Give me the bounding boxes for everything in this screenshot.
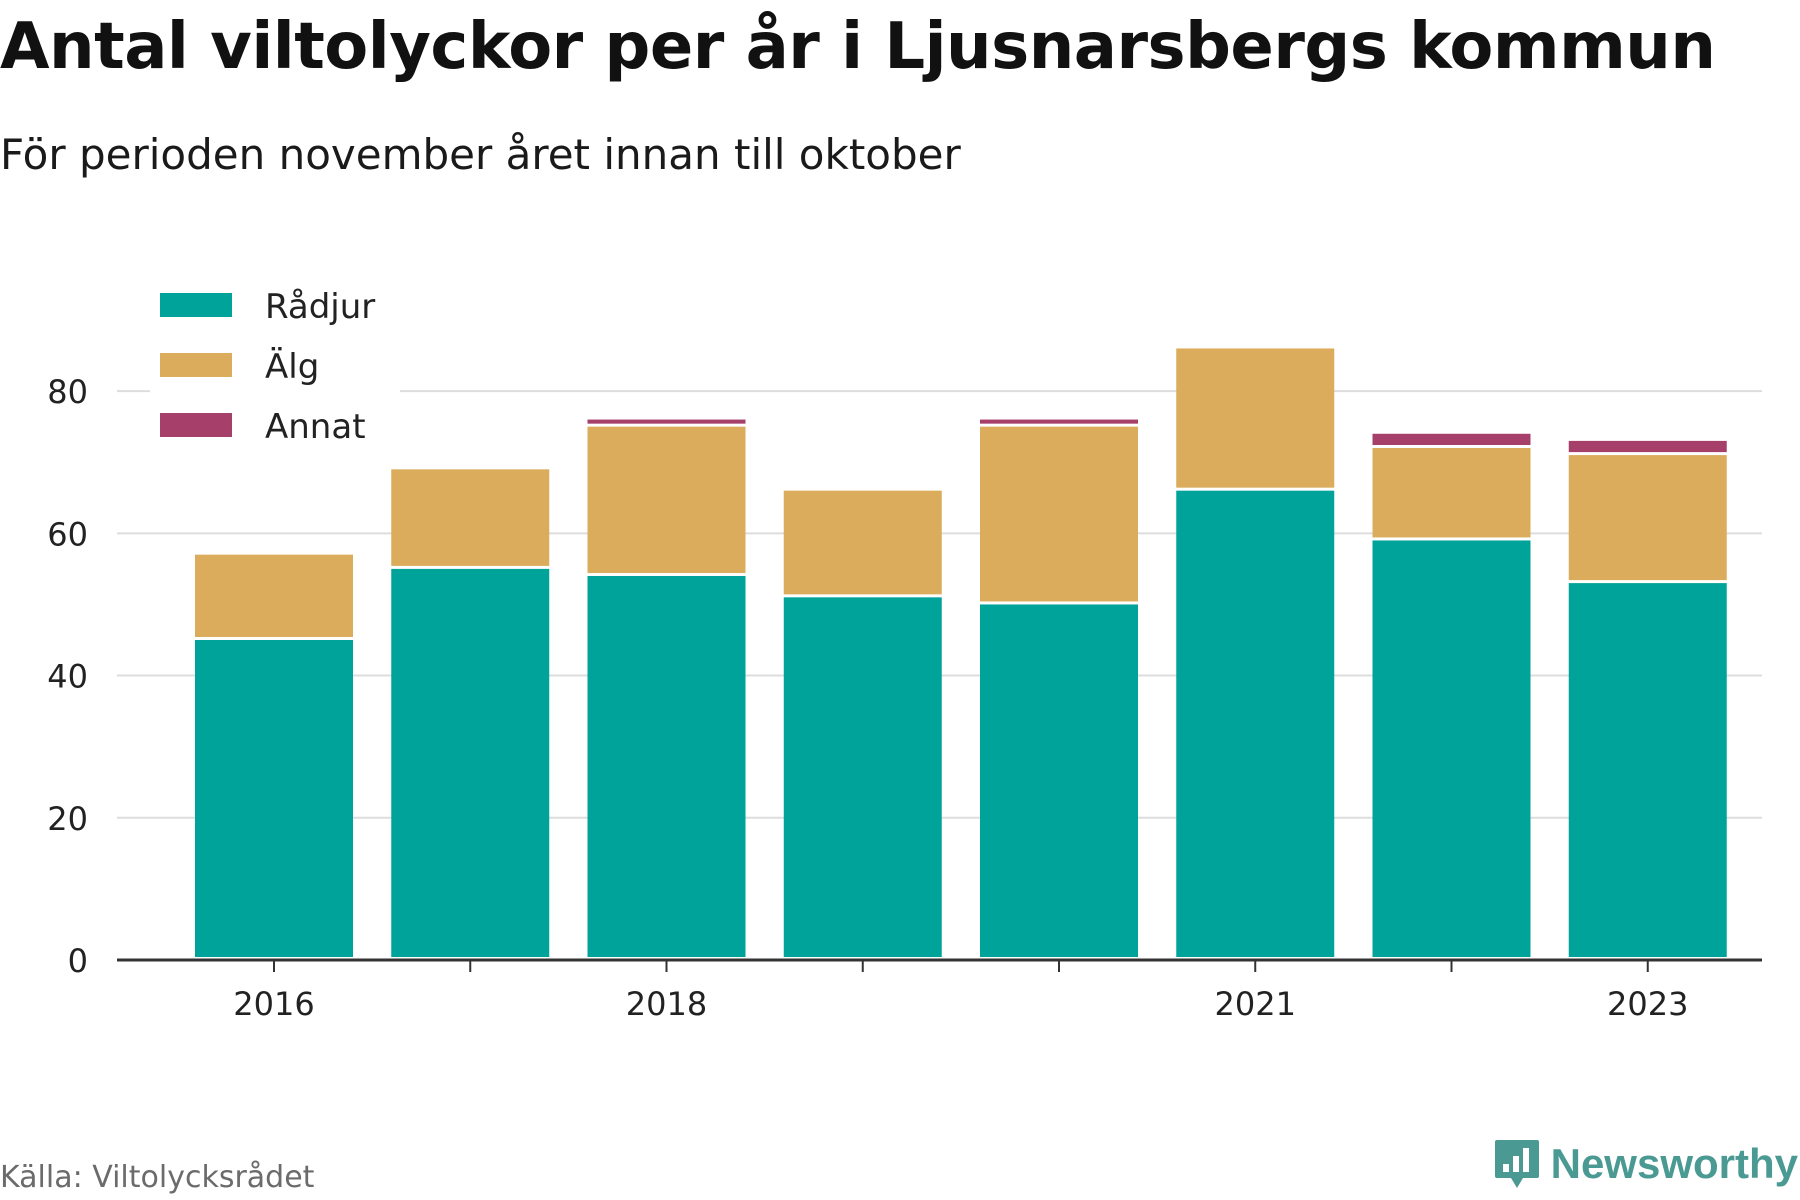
bar--lg-2023	[1568, 455, 1727, 581]
bar-r-djur-2016	[195, 640, 353, 957]
bar-annat-2023	[1568, 440, 1727, 453]
legend-label: Rådjur	[265, 287, 375, 327]
bar-r-djur-2020	[980, 604, 1138, 957]
bar--lg-2022	[1372, 448, 1531, 538]
x-tick-label: 2023	[1607, 985, 1688, 1023]
bar-r-djur-2019	[783, 597, 942, 957]
bar-annat-2020	[980, 419, 1138, 424]
legend-swatch	[160, 353, 232, 377]
legend-label: Älg	[265, 347, 319, 387]
y-tick-label: 0	[68, 942, 88, 980]
chart-subtitle: För perioden november året innan till ok…	[0, 130, 961, 179]
bar--lg-2020	[980, 426, 1138, 602]
source-note: Källa: Viltolycksrådet	[0, 1160, 315, 1195]
x-tick-label: 2021	[1215, 985, 1296, 1023]
bar-annat-2022	[1372, 433, 1531, 445]
legend-swatch	[160, 413, 232, 437]
bar--lg-2019	[783, 490, 942, 595]
y-tick-label: 60	[47, 515, 88, 553]
brand-logo: Newsworthy	[1493, 1138, 1798, 1190]
bar-r-djur-2018	[587, 576, 746, 957]
bar--lg-2018	[587, 426, 746, 573]
legend-label: Annat	[265, 407, 366, 447]
bar-annat-2018	[587, 419, 746, 424]
bar--lg-2017	[391, 469, 550, 566]
y-tick-label: 20	[47, 800, 88, 838]
bar--lg-2016	[195, 554, 353, 637]
bar-chart: 0 20 40 60 80 2016 2018 2021 2023 Rådjur Älg Annat	[47, 287, 1762, 1023]
x-tick-label: 2018	[626, 985, 707, 1023]
x-tick-label: 2016	[233, 985, 314, 1023]
bar-r-djur-2017	[391, 568, 550, 957]
bar--lg-2021	[1176, 348, 1335, 488]
bar-r-djur-2021	[1176, 490, 1335, 957]
brand-name: Newsworthy	[1550, 1140, 1798, 1187]
y-tick-label: 80	[47, 373, 88, 411]
bar-r-djur-2022	[1372, 540, 1531, 957]
legend-swatch	[160, 293, 232, 317]
chart-title: Antal viltolyckor per år i Ljusnarsbergs…	[0, 10, 1716, 84]
newsworthy-logo-icon	[1494, 1140, 1539, 1188]
bar-r-djur-2023	[1568, 583, 1727, 957]
y-tick-label: 40	[47, 658, 88, 696]
